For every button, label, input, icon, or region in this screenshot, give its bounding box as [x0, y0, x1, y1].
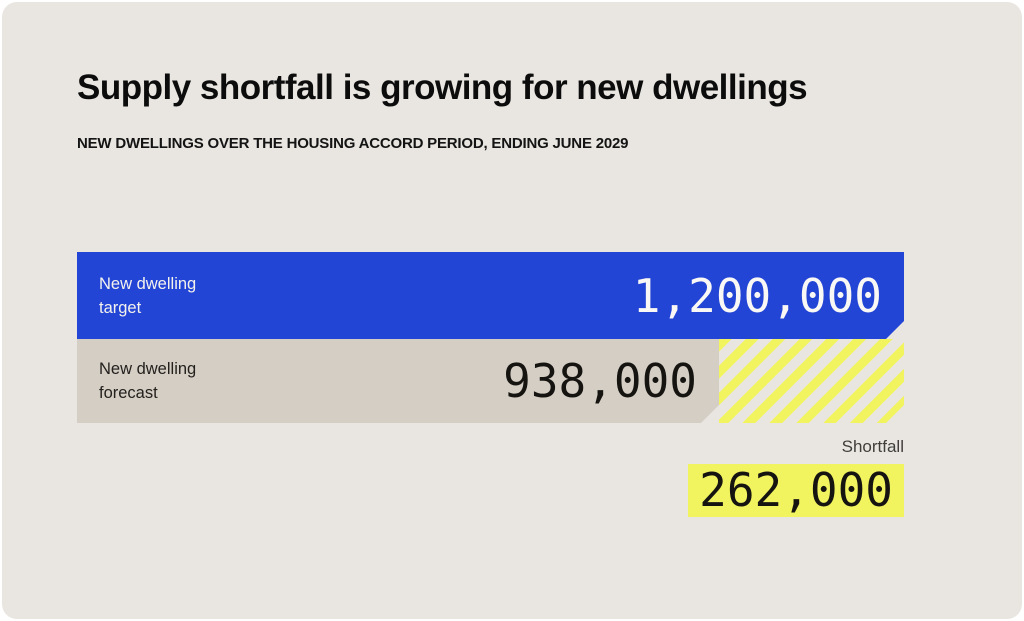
shortfall-hatch-area	[719, 339, 904, 423]
page-subtitle: NEW DWELLINGS OVER THE HOUSING ACCORD PE…	[77, 135, 629, 152]
target-bar-label: New dwelling target	[99, 274, 197, 317]
target-bar: New dwelling target 1,200,000	[77, 252, 904, 339]
forecast-row: New dwelling forecast 938,000	[77, 339, 904, 423]
forecast-bar: New dwelling forecast 938,000	[77, 339, 719, 423]
page-title: Supply shortfall is growing for new dwel…	[77, 68, 808, 107]
target-bar-value: 1,200,000	[632, 268, 882, 323]
bar-chart: New dwelling target 1,200,000 New dwelli…	[77, 252, 904, 517]
forecast-bar-value: 938,000	[503, 354, 697, 408]
shortfall-label: Shortfall	[841, 437, 904, 456]
forecast-bar-label: New dwelling forecast	[99, 360, 197, 402]
shortfall-value: 262,000	[688, 464, 904, 517]
